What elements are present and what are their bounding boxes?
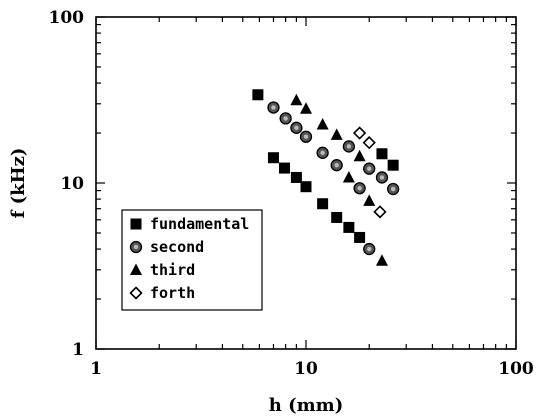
data-point xyxy=(330,159,343,172)
data-point xyxy=(373,205,387,219)
tick-labels: 1 10 100 1 10 100 xyxy=(49,8,534,379)
data-point xyxy=(267,152,279,164)
legend-item: third xyxy=(130,261,195,279)
x-tick-label: 100 xyxy=(498,359,534,379)
data-point xyxy=(300,181,312,193)
legend-item: forth xyxy=(129,284,195,302)
data-point xyxy=(375,254,388,266)
series-fundamental xyxy=(252,89,399,243)
data-point xyxy=(352,126,367,140)
data-point xyxy=(386,182,400,196)
data-point xyxy=(363,242,376,256)
legend-item: second xyxy=(129,238,204,256)
legend-marker xyxy=(130,218,142,230)
data-point xyxy=(290,171,302,183)
legend-marker xyxy=(129,240,143,254)
y-axis-label: f (kHz) xyxy=(8,148,29,219)
legend-label: fundamental xyxy=(150,215,249,233)
data-point xyxy=(353,149,366,162)
x-tick-label: 1 xyxy=(90,359,102,379)
x-axis-label: h (mm) xyxy=(269,395,343,416)
data-point xyxy=(299,130,313,143)
data-point xyxy=(252,89,264,101)
series-forth xyxy=(352,126,387,219)
data-point xyxy=(330,128,343,140)
legend: fundamental second third forth xyxy=(121,209,263,311)
data-point xyxy=(300,102,312,114)
data-point xyxy=(290,121,303,134)
data-point xyxy=(331,211,343,223)
data-point xyxy=(316,118,329,130)
legend-label: forth xyxy=(150,284,195,302)
data-point xyxy=(317,198,329,210)
legend-label: second xyxy=(150,238,204,256)
data-point xyxy=(363,194,376,206)
data-point xyxy=(279,162,291,174)
data-point xyxy=(375,171,389,184)
data-point xyxy=(343,221,355,233)
data-point xyxy=(376,148,388,160)
data-point xyxy=(342,170,355,183)
y-tick-label: 1 xyxy=(72,340,84,360)
legend-marker xyxy=(130,263,142,275)
data-points xyxy=(252,89,400,266)
x-tick-label: 10 xyxy=(294,359,318,379)
data-point xyxy=(353,182,366,195)
legend-item: fundamental xyxy=(130,215,249,233)
data-point xyxy=(354,231,366,243)
data-point xyxy=(387,159,399,171)
legend-marker xyxy=(129,286,143,300)
data-point xyxy=(279,112,292,125)
data-point xyxy=(362,136,376,150)
data-point xyxy=(342,140,356,153)
data-point xyxy=(267,101,280,114)
axis-ticks xyxy=(95,16,517,350)
y-tick-label: 100 xyxy=(49,8,85,28)
data-point xyxy=(363,162,376,175)
series-second xyxy=(267,101,400,256)
legend-label: third xyxy=(150,261,195,279)
y-tick-label: 10 xyxy=(60,174,84,194)
data-point xyxy=(290,93,303,106)
data-point xyxy=(316,146,329,159)
legend-box xyxy=(121,209,263,311)
series-third xyxy=(290,93,388,266)
